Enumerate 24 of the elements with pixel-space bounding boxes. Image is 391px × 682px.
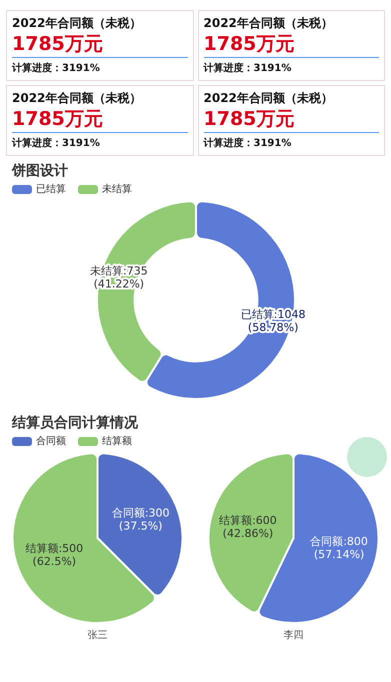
text: 1785万元 [204, 107, 296, 131]
text: 1785万元 [204, 32, 296, 56]
text: 张三 [86, 628, 108, 642]
text: 2022年合同额（未税） [204, 15, 334, 32]
text: 计算进度：3191% [204, 136, 292, 150]
legend-label: 结算额 [102, 434, 132, 448]
text: 计算进度：3191% [12, 136, 101, 150]
legend-label: 合同额 [36, 434, 66, 448]
text: 1785万元 [12, 32, 104, 56]
chart-title: 饼图设计 [12, 162, 69, 180]
data-label: 结算额:600 (42.86%) [219, 514, 277, 540]
legend-label: 未结算 [102, 182, 132, 196]
data-label: 合同额:300 (37.5%) [112, 506, 170, 532]
text: 李四 [282, 628, 304, 642]
data-label: 结算额:500 (62.5%) [25, 542, 84, 568]
data-label: 合同额:800 (57.14%) [310, 534, 368, 561]
text: 计算进度：3191% [12, 61, 101, 75]
text: 计算进度：3191% [204, 61, 292, 75]
legend-label: 已结算 [36, 182, 66, 196]
text: 2022年合同额（未税） [204, 90, 334, 107]
chart-title: 结算员合同计算情况 [12, 414, 139, 432]
text: 2022年合同额（未税） [12, 90, 142, 107]
text: 1785万元 [12, 107, 104, 131]
text: 2022年合同额（未税） [12, 15, 142, 32]
